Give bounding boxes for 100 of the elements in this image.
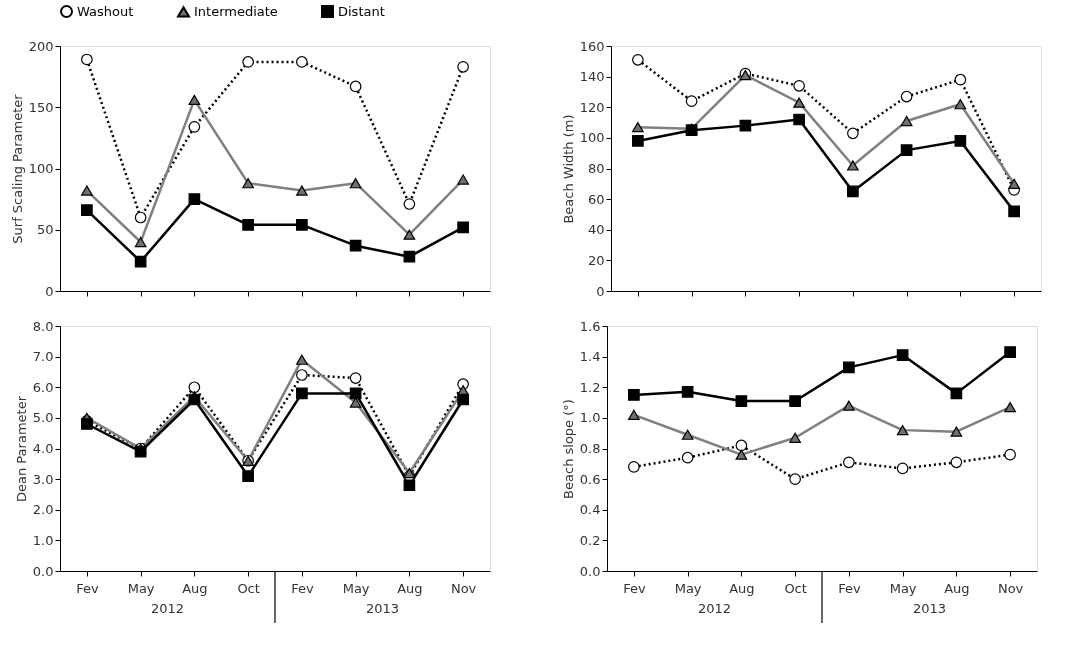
y-tick-label: 0	[45, 283, 54, 299]
y-axis-title: Beach Width (m)	[560, 114, 576, 224]
point	[81, 204, 93, 216]
point	[457, 60, 469, 73]
point	[1004, 346, 1016, 358]
point	[81, 185, 93, 196]
point	[349, 387, 362, 400]
y-tick-label: 200	[28, 38, 54, 54]
y-tick-label: 1.0	[32, 532, 54, 548]
point	[789, 432, 801, 443]
y-tick-label: 0.0	[579, 563, 601, 579]
point	[950, 387, 963, 400]
point	[632, 122, 644, 133]
point	[296, 354, 308, 365]
point	[847, 185, 859, 198]
legend-label: Washout	[77, 3, 134, 19]
x-tick-label: Aug	[182, 580, 208, 596]
point	[242, 219, 254, 231]
point	[296, 56, 308, 68]
y-tick-label: 5.0	[32, 410, 54, 426]
point	[896, 424, 909, 436]
y-tick-label: 0.6	[579, 471, 601, 487]
y-axis-title: Surf Scaling Parameter	[9, 93, 25, 244]
point	[188, 193, 201, 205]
point	[296, 185, 308, 196]
point	[735, 439, 748, 452]
point	[685, 95, 698, 107]
point	[1008, 205, 1020, 218]
point	[681, 451, 694, 464]
point	[457, 221, 469, 234]
point	[134, 236, 147, 248]
point	[681, 386, 694, 398]
point	[188, 94, 201, 106]
y-tick-label: 100	[579, 130, 605, 146]
point	[81, 53, 93, 66]
text: 2012	[150, 601, 185, 616]
text: 2013	[912, 601, 947, 616]
y-axis-title: Dean Parameter	[13, 395, 29, 502]
point	[1004, 448, 1016, 461]
y-tick-label: 7.0	[32, 349, 54, 365]
point	[954, 135, 967, 147]
point	[789, 473, 801, 485]
point	[457, 174, 469, 185]
point	[628, 409, 640, 420]
point	[242, 178, 254, 189]
point	[735, 395, 748, 407]
y-tick-label: 140	[579, 69, 605, 85]
point	[950, 426, 963, 437]
x-tick-label: May	[342, 580, 370, 596]
y-tick-label: 0.8	[579, 441, 601, 456]
point	[628, 461, 640, 473]
y-tick-label: 150	[28, 99, 54, 115]
y-tick-label: 1.0	[579, 410, 601, 426]
point	[403, 229, 416, 240]
point	[793, 113, 805, 126]
y-tick-label: 6.0	[32, 379, 54, 395]
y-tick-label: 3.0	[32, 471, 54, 487]
point	[296, 387, 308, 400]
point	[843, 361, 855, 374]
point	[793, 79, 805, 92]
point	[349, 239, 362, 252]
point	[134, 211, 147, 224]
point	[950, 456, 963, 469]
x-tick-label: Fev	[623, 580, 646, 596]
x-tick-label: May	[889, 580, 917, 596]
point	[843, 400, 855, 411]
point	[403, 198, 416, 210]
point	[296, 369, 308, 381]
point	[789, 395, 801, 407]
point	[242, 470, 254, 482]
x-tick-label: Oct	[784, 580, 807, 596]
x-tick-label: Nov	[997, 580, 1024, 596]
y-tick-label: 1.4	[579, 349, 601, 365]
point	[134, 255, 147, 268]
point	[296, 219, 308, 231]
y-tick-label: 60	[587, 191, 605, 207]
point	[900, 115, 913, 127]
y-tick-label: 2.0	[32, 502, 54, 518]
y-tick-label: 160	[579, 38, 605, 54]
point	[632, 53, 644, 66]
point	[349, 80, 362, 93]
point	[242, 56, 254, 68]
point	[793, 97, 805, 108]
point	[403, 479, 416, 492]
point	[843, 456, 855, 469]
x-tick-label: Fev	[838, 580, 861, 596]
y-tick-label: 1.6	[579, 318, 601, 334]
y-tick-label: 120	[579, 99, 605, 115]
y-tick-label: 1.2	[579, 379, 601, 395]
x-tick-label: Oct	[237, 580, 260, 596]
point	[188, 121, 201, 133]
legend-label: Distant	[338, 3, 385, 19]
y-tick-label: 50	[36, 222, 54, 238]
point	[900, 90, 913, 103]
point	[954, 73, 967, 86]
point	[896, 462, 909, 475]
x-tick-label: Nov	[450, 580, 477, 596]
point	[739, 119, 752, 132]
y-axis-title: Beach slope (°)	[560, 399, 576, 499]
point	[900, 144, 913, 156]
